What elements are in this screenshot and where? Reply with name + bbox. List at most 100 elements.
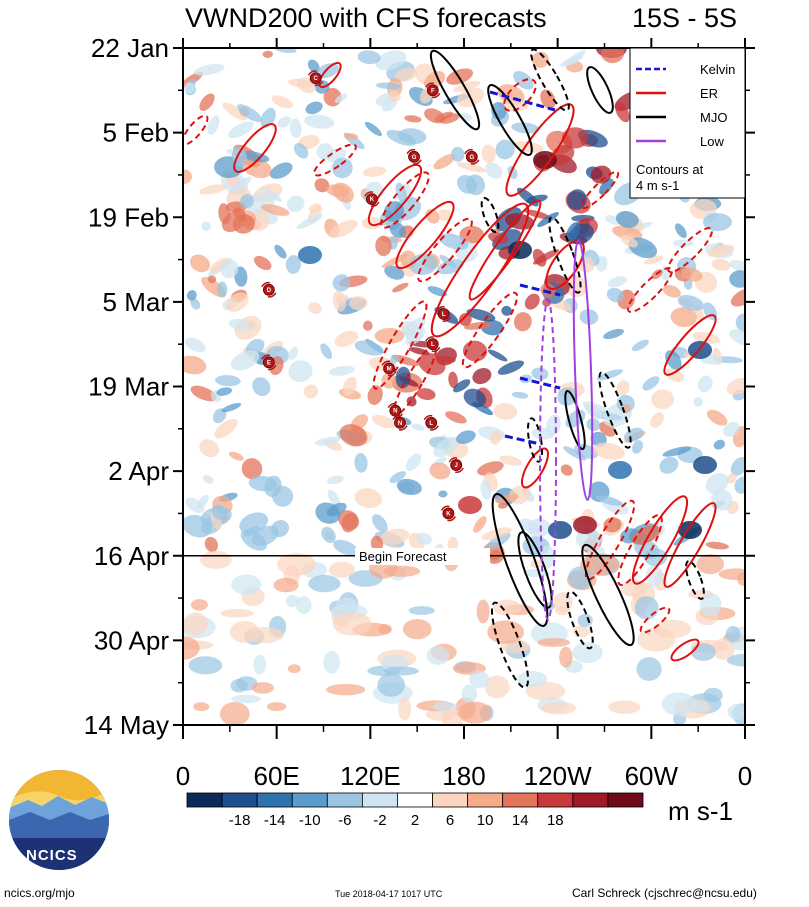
anomaly-blob	[320, 343, 333, 360]
colorbar-swatch	[186, 792, 223, 808]
colorbar-label: 14	[512, 812, 529, 829]
anomaly-blob	[477, 461, 504, 476]
wave-contour	[395, 200, 455, 270]
anomaly-blob	[484, 675, 510, 699]
anomaly-blob	[262, 50, 273, 58]
storm-markers: C F G G K D E L L M NN L J K	[261, 70, 480, 522]
anomaly-blob	[332, 290, 347, 312]
anomaly-blob	[226, 292, 249, 312]
anomaly-blob	[384, 265, 405, 280]
anomaly-blob	[670, 307, 697, 328]
anomaly-blob	[261, 187, 283, 202]
anomaly-blob	[239, 512, 269, 534]
storm-marker: L	[423, 414, 439, 431]
anomaly-blob	[693, 396, 703, 407]
anomaly-blob	[246, 320, 256, 330]
storm-marker: F	[425, 82, 441, 99]
anomaly-blob	[375, 82, 401, 90]
anomaly-blob	[286, 195, 305, 213]
footer-right: Carl Schreck (cjschrec@ncsu.edu)	[572, 886, 757, 900]
anomaly-blob	[458, 701, 492, 724]
anomaly-blob	[456, 162, 487, 173]
anomaly-blob	[469, 671, 490, 688]
anomaly-blob	[631, 525, 661, 545]
anomaly-blob	[217, 281, 228, 298]
legend-label-low: Low	[700, 134, 724, 149]
storm-marker: J	[448, 457, 464, 473]
colorbar-label: 2	[411, 812, 419, 829]
anomaly-blob	[362, 320, 373, 331]
anomaly-blob	[612, 225, 643, 241]
wave-contour	[627, 267, 673, 313]
anomaly-blob	[190, 385, 217, 402]
anomaly-blob	[711, 258, 731, 271]
anomaly-blob	[473, 516, 487, 533]
anomaly-blob	[429, 462, 451, 480]
colorbar-label: -18	[229, 812, 251, 829]
anomaly-blob	[329, 219, 358, 238]
anomaly-blob	[296, 214, 323, 229]
anomaly-blob	[221, 402, 242, 413]
anomaly-blob	[308, 302, 322, 314]
anomaly-blob	[465, 174, 486, 196]
anomaly-blob	[729, 260, 745, 275]
anomaly-blob	[277, 552, 316, 576]
storm-label: D	[267, 288, 272, 294]
anomaly-blob	[448, 371, 458, 389]
anomaly-blob	[463, 388, 487, 408]
anomaly-blob	[426, 645, 450, 665]
anomaly-blob	[199, 184, 227, 195]
colorbar-swatch	[432, 792, 469, 808]
anomaly-blob	[703, 213, 732, 232]
anomaly-blob	[729, 329, 745, 346]
anomaly-blob	[673, 239, 694, 247]
anomaly-blob	[381, 372, 397, 389]
anomaly-blob	[183, 636, 200, 660]
anomaly-blob	[230, 350, 260, 371]
wave-contour	[530, 48, 570, 112]
colorbar-label: -6	[338, 812, 351, 829]
logo-text: NCICS	[26, 847, 78, 864]
anomaly-blob	[541, 701, 577, 715]
anomaly-blob	[334, 93, 348, 104]
storm-label: K	[446, 511, 451, 517]
anomaly-blob	[433, 436, 459, 458]
wave-contour	[566, 590, 594, 650]
anomaly-blob	[307, 59, 320, 74]
anomaly-blob	[199, 93, 215, 111]
x-tick-label: 120E	[340, 761, 401, 791]
x-tick-label: 60W	[625, 761, 679, 791]
anomaly-core	[608, 461, 632, 479]
anomaly-blob	[395, 182, 407, 204]
anomaly-blob	[228, 451, 244, 461]
wave-contour	[548, 216, 582, 294]
wave-contour	[670, 638, 700, 662]
anomaly-blob	[662, 285, 681, 298]
anomaly-blob	[332, 182, 355, 203]
anomaly-blob	[362, 166, 387, 177]
storm-label: J	[455, 463, 458, 469]
anomaly-blob	[644, 255, 664, 265]
storm-label: K	[370, 197, 375, 203]
anomaly-blob	[207, 115, 220, 135]
anomaly-blob	[303, 384, 319, 399]
anomaly-blob	[339, 424, 368, 447]
colorbar-swatch	[326, 792, 363, 808]
anomaly-blob	[662, 446, 692, 457]
anomaly-blob	[416, 532, 432, 545]
kelvin-contour	[519, 283, 561, 297]
anomaly-blob	[227, 121, 254, 139]
anomaly-blob	[287, 346, 299, 361]
anomaly-blob	[572, 642, 603, 664]
anomaly-blob	[526, 194, 548, 204]
chart-title: VWND200 with CFS forecasts	[185, 3, 547, 33]
anomaly-blob	[375, 50, 407, 71]
x-tick-label: 0	[738, 761, 752, 791]
y-tick-label: 19 Feb	[88, 202, 169, 232]
anomaly-blob	[537, 638, 571, 647]
anomaly-blob	[354, 452, 368, 473]
anomaly-blob	[378, 624, 392, 635]
anomaly-blob	[260, 107, 276, 128]
anomaly-blob	[659, 456, 679, 474]
anomaly-blob	[367, 385, 383, 405]
